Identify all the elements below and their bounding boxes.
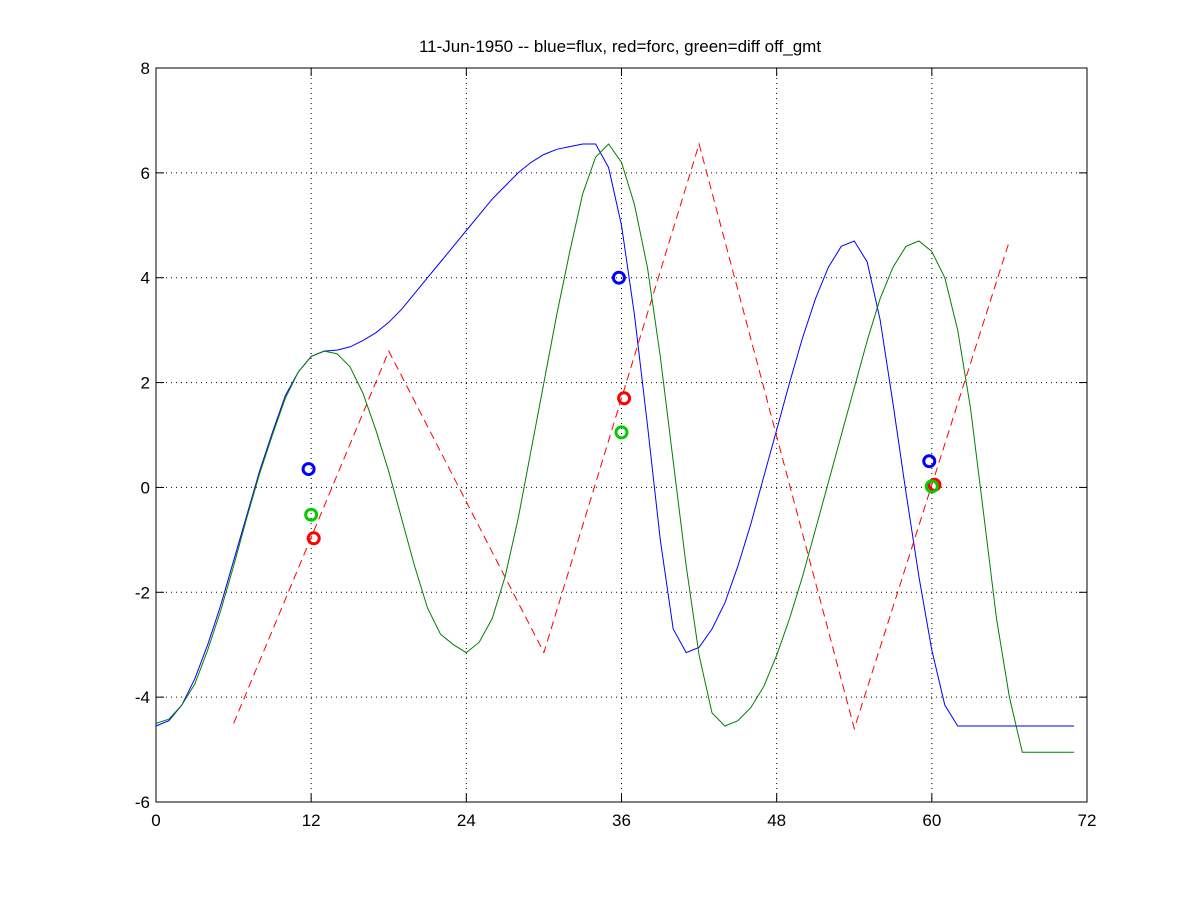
plot-axes-box bbox=[155, 67, 1088, 803]
marker-points bbox=[301, 270, 942, 546]
chart-title: 11-Jun-1950 -- blue=flux, red=forc, gree… bbox=[419, 37, 821, 56]
x-tick-label: 12 bbox=[302, 811, 321, 830]
x-tick-label: 0 bbox=[151, 811, 160, 830]
y-tick-label: -2 bbox=[135, 583, 150, 602]
series-line-1 bbox=[233, 142, 1010, 731]
marker-circle-2 bbox=[306, 531, 321, 546]
y-tick-label: 8 bbox=[141, 59, 150, 78]
marker-circle-5 bbox=[614, 425, 629, 440]
y-tick-label: 6 bbox=[141, 164, 150, 183]
grid-lines bbox=[156, 68, 1087, 802]
y-tick-label: -6 bbox=[135, 793, 150, 812]
series-lines bbox=[155, 142, 1075, 753]
x-tick-label: 36 bbox=[612, 811, 631, 830]
y-tick-label: 0 bbox=[141, 478, 150, 497]
marker-circle-6 bbox=[922, 454, 937, 469]
x-tick-label: 24 bbox=[457, 811, 476, 830]
x-tick-label: 48 bbox=[767, 811, 786, 830]
x-tick-label: 72 bbox=[1078, 811, 1097, 830]
y-tick-label: -4 bbox=[135, 688, 150, 707]
marker-circle-8 bbox=[924, 479, 939, 494]
marker-circle-1 bbox=[304, 507, 319, 522]
y-tick-label: 2 bbox=[141, 374, 150, 393]
marker-circle-0 bbox=[301, 462, 316, 477]
y-tick-label: 4 bbox=[141, 269, 150, 288]
marker-circle-3 bbox=[611, 270, 626, 285]
marker-circle-4 bbox=[617, 391, 632, 406]
series-line-2 bbox=[155, 143, 1075, 753]
x-tick-label: 60 bbox=[922, 811, 941, 830]
